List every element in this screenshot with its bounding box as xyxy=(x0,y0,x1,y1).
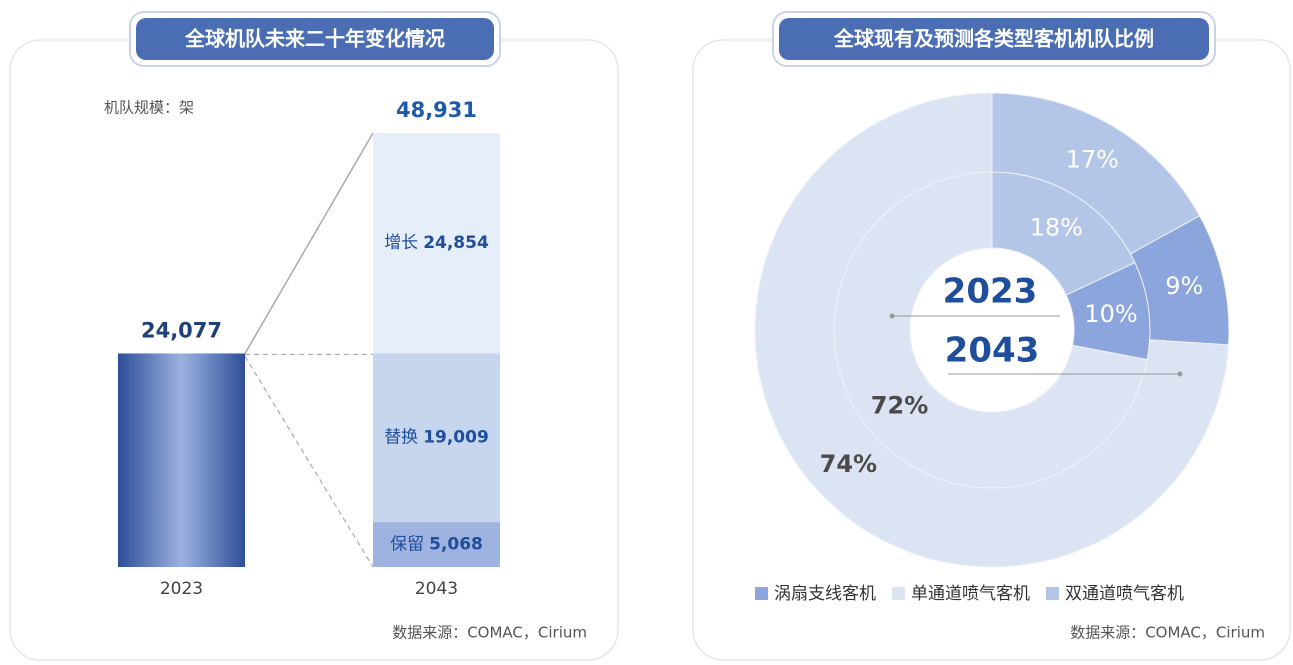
x-tick-label: 2043 xyxy=(415,579,458,599)
legend-swatch xyxy=(892,587,905,600)
segment-label: 增长 24,854 xyxy=(384,233,489,253)
segment-label: 保留 5,068 xyxy=(390,535,483,555)
percent-label: 17% xyxy=(1066,145,1119,173)
left-card xyxy=(9,39,619,661)
unit-label: 机队规模：架 xyxy=(104,99,194,117)
segment-label: 替换 19,009 xyxy=(384,428,489,448)
percent-label: 72% xyxy=(871,391,928,419)
segment-value: 24,854 xyxy=(423,233,489,253)
bar xyxy=(118,353,245,567)
bar-segment xyxy=(373,133,500,354)
legend-swatch xyxy=(755,587,768,600)
source: 数据来源：COMAC，Cirium xyxy=(1070,624,1265,642)
chart-title: 全球现有及预测各类型客机机队比例 xyxy=(833,27,1154,51)
legend-swatch xyxy=(1046,587,1059,600)
segment-value: 5,068 xyxy=(429,535,483,555)
leader-dot xyxy=(1177,371,1183,377)
legend-label: 涡扇支线客机 xyxy=(774,584,876,604)
total-label: 24,077 xyxy=(141,318,222,342)
segment-name: 保留 xyxy=(390,535,424,555)
percent-label: 18% xyxy=(1030,214,1083,242)
title-tab xyxy=(779,18,1209,60)
ring-label: 2043 xyxy=(945,331,1040,371)
connector xyxy=(244,132,374,354)
leader-dot xyxy=(889,313,895,319)
segment-name: 替换 xyxy=(384,428,418,448)
segment-name: 增长 xyxy=(384,233,418,253)
chart-title: 全球机队未来二十年变化情况 xyxy=(184,27,445,51)
source: 数据来源：COMAC，Cirium xyxy=(392,624,587,642)
bar-segment xyxy=(373,522,500,567)
ring-label: 2023 xyxy=(943,272,1038,312)
legend-label: 双通道喷气客机 xyxy=(1065,584,1184,604)
percent-label: 74% xyxy=(820,450,877,478)
percent-label: 9% xyxy=(1165,272,1203,300)
legend-label: 单通道喷气客机 xyxy=(911,584,1030,604)
total-label: 48,931 xyxy=(396,98,477,122)
percent-label: 10% xyxy=(1084,300,1137,328)
x-tick-label: 2023 xyxy=(160,579,203,599)
donut-segment xyxy=(754,92,1230,568)
bar-segment xyxy=(373,353,500,523)
segment-value: 19,009 xyxy=(423,428,489,448)
title-tab xyxy=(136,18,494,60)
